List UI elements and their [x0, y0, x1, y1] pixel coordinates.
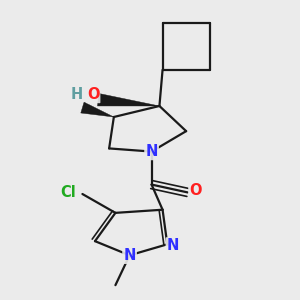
Text: N: N — [123, 248, 136, 263]
Text: H: H — [70, 88, 82, 103]
Polygon shape — [98, 94, 159, 106]
Text: Cl: Cl — [60, 185, 76, 200]
Text: N: N — [167, 238, 179, 253]
Text: N: N — [146, 144, 158, 159]
Text: O: O — [87, 88, 100, 103]
Text: O: O — [189, 183, 202, 198]
Polygon shape — [81, 102, 114, 117]
